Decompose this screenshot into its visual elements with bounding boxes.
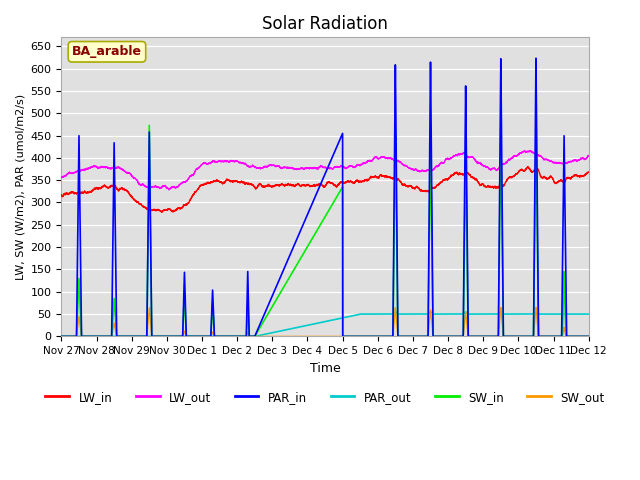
- X-axis label: Time: Time: [310, 362, 340, 375]
- Title: Solar Radiation: Solar Radiation: [262, 15, 388, 33]
- Text: BA_arable: BA_arable: [72, 45, 142, 58]
- Legend: LW_in, LW_out, PAR_in, PAR_out, SW_in, SW_out: LW_in, LW_out, PAR_in, PAR_out, SW_in, S…: [41, 386, 609, 408]
- Y-axis label: LW, SW (W/m2), PAR (umol/m2/s): LW, SW (W/m2), PAR (umol/m2/s): [15, 94, 25, 280]
